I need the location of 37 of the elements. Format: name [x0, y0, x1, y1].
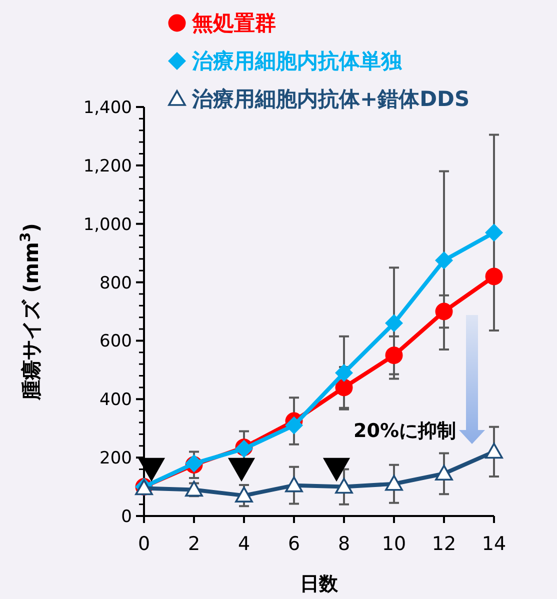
- legend-label: 無処置群: [191, 11, 276, 35]
- x-tick-label: 10: [382, 533, 406, 555]
- legend-label: 治療用細胞内抗体単独: [191, 49, 403, 73]
- y-tick-label: 600: [100, 332, 132, 352]
- point: [435, 464, 453, 481]
- point: [385, 346, 403, 364]
- point: [235, 486, 253, 502]
- point: [485, 442, 503, 459]
- point: [335, 378, 353, 396]
- y-tick-label: 400: [100, 390, 132, 410]
- x-tick-label: 12: [432, 533, 456, 555]
- point: [435, 302, 453, 320]
- y-tick-label: 800: [100, 273, 132, 294]
- x-tick-label: 6: [288, 533, 300, 555]
- point: [385, 314, 403, 332]
- point: [435, 251, 453, 270]
- annotation: 20%に抑制: [354, 420, 456, 442]
- point: [485, 224, 503, 242]
- x-tick-label: 0: [138, 533, 150, 555]
- legend-label: 治療用細胞内抗体+錯体DDS: [191, 87, 470, 111]
- point: [335, 364, 353, 382]
- y-tick-label: 1,400: [83, 98, 132, 118]
- x-tick-label: 14: [482, 533, 506, 555]
- point: [335, 478, 353, 494]
- y-tick-label: 1,200: [83, 156, 132, 176]
- y-tick-label: 1,000: [83, 214, 132, 235]
- y-tick-label: 0: [121, 507, 132, 527]
- x-axis-title: 日数: [300, 573, 339, 595]
- point: [285, 476, 303, 492]
- y-tick-label: 200: [100, 448, 132, 469]
- point: [385, 474, 403, 491]
- point: [485, 268, 503, 286]
- point: [185, 480, 203, 497]
- x-tick-label: 2: [188, 533, 200, 555]
- point: [285, 416, 303, 434]
- x-tick-label: 4: [238, 533, 250, 555]
- x-tick-label: 8: [338, 533, 350, 555]
